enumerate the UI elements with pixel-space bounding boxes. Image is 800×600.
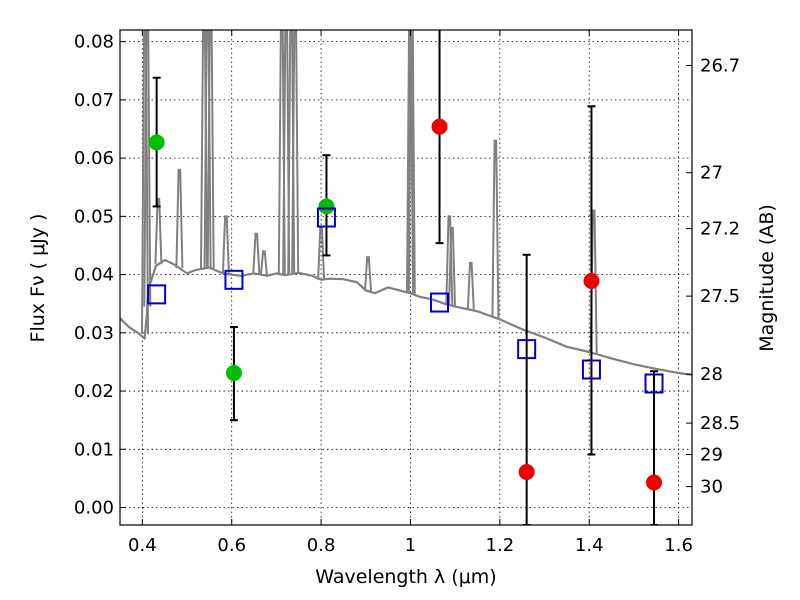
red-data-point xyxy=(646,474,663,491)
emission-line xyxy=(141,30,149,335)
x-tick-label: 1.2 xyxy=(486,535,515,556)
y-tick-label: 0.07 xyxy=(74,90,114,111)
y2-tick-label: 29 xyxy=(700,445,723,466)
red-data-point xyxy=(583,272,600,289)
model-photometry-square xyxy=(644,373,664,394)
y-tick-label: 0.03 xyxy=(74,323,114,344)
emission-line xyxy=(407,30,416,294)
y-tick-label: 0.08 xyxy=(74,32,114,53)
y-axis-label: Flux Fν ( μJy ) xyxy=(27,214,49,343)
model-photometry-square xyxy=(581,359,601,380)
emission-line xyxy=(282,30,291,276)
emission-line xyxy=(291,30,300,274)
x-tick-label: 0.4 xyxy=(128,535,157,556)
model-photometry-square xyxy=(517,339,537,360)
plot-area xyxy=(120,30,692,525)
x-tick-label: 1 xyxy=(405,535,416,556)
y-tick-label: 0.02 xyxy=(74,381,114,402)
model-sed-line xyxy=(120,258,692,376)
y2-tick-label: 26.7 xyxy=(700,56,740,77)
emission-line xyxy=(466,261,475,310)
y2-tick-label: 30 xyxy=(700,477,723,498)
y2-tick-label: 28 xyxy=(700,364,723,385)
y-tick-label: 0.01 xyxy=(74,439,114,460)
emission-line xyxy=(406,30,414,294)
y-tick-label: 0.04 xyxy=(74,265,114,286)
x-tick-label: 1.6 xyxy=(664,535,693,556)
emission-line xyxy=(206,30,215,269)
model-photometry-square xyxy=(316,207,336,228)
green-data-point xyxy=(318,198,335,215)
y2-tick-label: 27.5 xyxy=(700,286,740,307)
emission-line xyxy=(221,215,230,274)
x-tick-label: 0.6 xyxy=(217,535,246,556)
red-data-point xyxy=(431,118,448,135)
emission-line xyxy=(448,227,456,306)
green-data-point xyxy=(225,365,242,382)
y2-tick-label: 28.5 xyxy=(700,413,740,434)
y2-tick-label: 27.2 xyxy=(700,219,740,240)
emission-line xyxy=(364,256,372,292)
emission-line xyxy=(154,197,163,265)
x-tick-label: 0.8 xyxy=(307,535,336,556)
red-data-point xyxy=(518,464,535,481)
emission-line xyxy=(317,227,326,280)
plot-frame xyxy=(119,29,693,526)
green-data-point xyxy=(148,134,165,151)
model-photometry-square xyxy=(147,284,167,305)
model-photometry-square xyxy=(224,269,244,290)
model-photometry-square xyxy=(430,292,450,313)
axes: 0.4 0.6 0.8 1 1.2 1.4 1.6 0.00 0.01 0.02 0.03 0.04 0… xyxy=(74,30,740,556)
y-tick-label: 0.00 xyxy=(74,498,114,519)
x-tick-label: 1.4 xyxy=(575,535,604,556)
emission-line xyxy=(175,168,184,269)
emission-line xyxy=(491,139,500,318)
x-axis-label: Wavelength λ (μm) xyxy=(315,566,496,588)
emission-line xyxy=(143,30,152,307)
y2-tick-label: 27 xyxy=(700,163,723,184)
y2-axis-label: Magnitude (AB) xyxy=(756,204,778,352)
y-tick-label: 0.05 xyxy=(74,206,114,227)
y-tick-label: 0.06 xyxy=(74,148,114,169)
emission-line xyxy=(259,250,268,276)
emission-line xyxy=(252,232,261,274)
